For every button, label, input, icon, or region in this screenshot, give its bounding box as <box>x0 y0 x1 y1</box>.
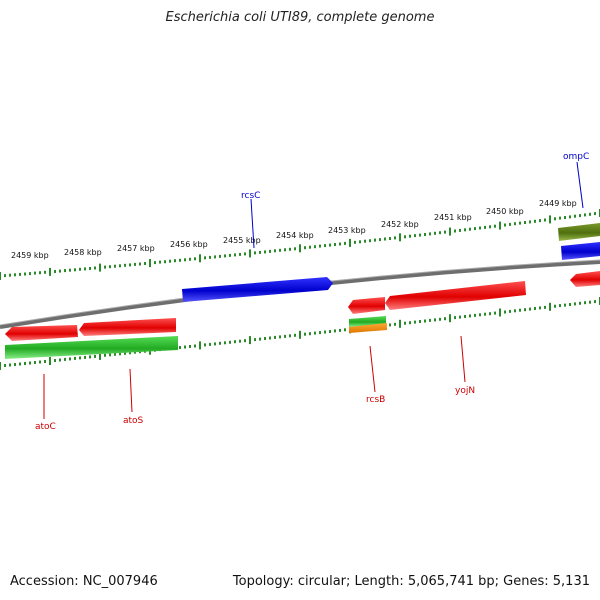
gene-rcsB-orange-bar[interactable] <box>349 323 387 333</box>
ruler-label: 2455 kbp <box>223 236 261 245</box>
accession-text: Accession: NC_007946 <box>10 574 158 589</box>
upper-ruler <box>0 209 600 280</box>
gene-atoS-green-arrow[interactable] <box>5 336 178 359</box>
ruler-label: 2456 kbp <box>170 240 208 249</box>
gene-red-right-arrow[interactable] <box>570 271 600 287</box>
ruler-labels: 2459 kbp 2458 kbp 2457 kbp 2456 kbp 2455… <box>11 199 577 260</box>
ruler-label: 2454 kbp <box>276 231 314 240</box>
gene-ompC-arrow[interactable] <box>558 223 600 241</box>
ruler-label: 2451 kbp <box>434 213 472 222</box>
rcsB-leader <box>369 345 376 393</box>
gene-label-ompC[interactable]: ompC <box>563 152 589 162</box>
gene-atoS-arrow[interactable] <box>79 318 176 336</box>
ruler-label: 2457 kbp <box>117 244 155 253</box>
map-title: Escherichia coli UTI89, complete genome <box>165 10 435 25</box>
ruler-label: 2450 kbp <box>486 207 524 216</box>
gene-label-atoS[interactable]: atoS <box>123 416 144 426</box>
gene-yojN-arrow[interactable] <box>385 281 526 310</box>
gene-rcsB-red-arrow[interactable] <box>348 297 385 314</box>
ruler-label: 2449 kbp <box>539 199 577 208</box>
gene-label-rcsC[interactable]: rcsC <box>241 191 260 201</box>
gene-label-yojN[interactable]: yojN <box>455 386 475 396</box>
atoS-leader <box>129 368 133 413</box>
gene-blue-right-arrow[interactable] <box>561 242 600 260</box>
gene-label-rcsB[interactable]: rcsB <box>366 395 385 405</box>
gene-rcsC-arrow[interactable] <box>182 277 333 302</box>
ruler-label: 2458 kbp <box>64 248 102 257</box>
gene-atoC-arrow[interactable] <box>5 325 78 341</box>
ompC-leader <box>576 161 584 209</box>
ruler-label: 2459 kbp <box>11 251 49 260</box>
ruler-label: 2452 kbp <box>381 220 419 229</box>
ruler-label: 2453 kbp <box>328 226 366 235</box>
yojN-leader <box>460 335 466 383</box>
gene-label-atoC[interactable]: atoC <box>35 422 56 432</box>
rcsC-leader <box>250 198 255 249</box>
genome-summary-text: Topology: circular; Length: 5,065,741 bp… <box>232 574 590 589</box>
